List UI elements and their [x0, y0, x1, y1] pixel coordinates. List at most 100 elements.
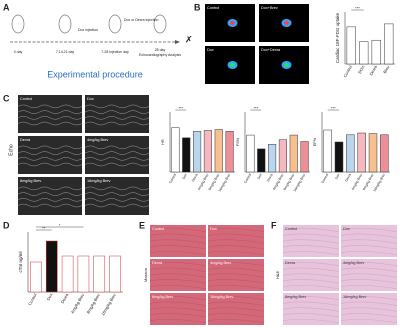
image-label: 8mg/kg Brev: [20, 179, 41, 183]
tissue-fiber: [149, 239, 207, 244]
image-label: Dox: [343, 227, 350, 231]
tissue-fiber: [340, 227, 398, 233]
echo-trace: [17, 104, 83, 109]
tissue-fiber: [149, 273, 207, 278]
image-panel: [85, 177, 149, 215]
echo-trace: [84, 203, 150, 208]
echo-trace: [84, 198, 150, 202]
echo-trace: [84, 192, 150, 196]
x-tick-label: 4mg/kg Brev: [70, 293, 86, 315]
time-label: 7,14,21 day: [56, 50, 75, 54]
tissue-fiber: [149, 227, 207, 233]
tissue-fiber: [282, 284, 340, 290]
tissue-fiber: [340, 284, 398, 290]
image-label: 8mg/kg Brev: [152, 295, 173, 299]
tissue-fiber: [149, 313, 207, 318]
tissue-fiber: [149, 307, 207, 312]
echo-trace: [84, 162, 150, 167]
time-label: 0 day: [14, 50, 23, 54]
image-label: Control: [20, 97, 32, 101]
image-panel: [18, 177, 82, 215]
image-label: Control: [285, 227, 297, 231]
echo-trace: [84, 151, 150, 155]
image-panel: [18, 136, 82, 174]
x-tick-label: Dexra: [60, 292, 70, 304]
tissue-fiber: [149, 301, 207, 306]
tissue-fiber: [149, 250, 207, 256]
image-label: 16mg/kg Brev: [343, 295, 367, 299]
echo-trace: [84, 110, 150, 114]
tissue-fiber: [207, 313, 265, 318]
tissue-fiber: [282, 295, 340, 301]
y-axis-label: cTnI ng/ml: [18, 251, 23, 272]
echo-trace: [17, 203, 83, 208]
echo-trace: [17, 192, 83, 196]
tissue-fiber: [149, 318, 207, 324]
y-axis-label: Cardiac 18F-FDG uptake: [335, 12, 340, 63]
image-label: Dox: [87, 97, 94, 101]
panel-letter: B: [194, 2, 201, 12]
bar: [182, 137, 191, 173]
tissue-fiber: [207, 295, 265, 301]
bar: [289, 134, 298, 173]
time-label: 28 day: [155, 48, 166, 52]
tissue-fiber: [340, 279, 398, 284]
pet-signal: [284, 21, 289, 25]
significance: *: [59, 223, 61, 228]
bar: [334, 141, 344, 173]
x-tick-label: 16mg/kg Brev: [372, 173, 386, 193]
bar: [93, 255, 106, 293]
tissue-fiber: [282, 318, 340, 324]
pet-signal: [230, 63, 235, 67]
tissue-fiber: [282, 227, 340, 233]
bar: [278, 139, 287, 173]
x-tick-label: Dexra: [368, 64, 378, 76]
x-tick-label: Control: [243, 173, 252, 184]
x-tick-label: Dox: [334, 173, 341, 180]
tissue-fiber: [207, 318, 265, 324]
image-label: Dox: [207, 48, 214, 52]
bar: [246, 134, 255, 173]
tissue-fiber: [207, 250, 265, 256]
x-tick-label: Control: [342, 64, 353, 78]
echo-trace: [17, 116, 83, 120]
image-label: 4mg/kg Brev: [343, 261, 364, 265]
image-label: 8mg/kg Brev: [285, 295, 306, 299]
significance: ***: [253, 106, 258, 111]
tissue-fiber: [340, 307, 398, 312]
tissue-fiber: [340, 273, 398, 278]
significance: ***: [178, 106, 183, 111]
bar: [203, 130, 212, 173]
timeline-arrow: [175, 40, 180, 44]
image-label: Control: [207, 6, 219, 10]
x-tick-label: Dexra: [344, 173, 352, 183]
tissue-fiber: [149, 267, 207, 272]
time-label: Echocardiography Analysis: [139, 53, 181, 57]
panel-letter: C: [3, 93, 10, 103]
tissue-fiber: [207, 233, 265, 238]
image-panel: [85, 136, 149, 174]
bar: [346, 26, 356, 65]
image-label: Control: [152, 227, 164, 231]
echo-trace: [17, 198, 83, 202]
tissue-fiber: [340, 267, 398, 272]
tissue-fiber: [282, 301, 340, 306]
panel-letter: E: [139, 220, 145, 230]
x-tick-label: 16mg/kg Brev: [100, 293, 117, 317]
tissue-fiber: [340, 318, 398, 324]
tissue-fiber: [207, 301, 265, 306]
bar: [77, 255, 90, 293]
bar: [109, 255, 121, 293]
image-label: Dox+Dexra: [261, 48, 281, 52]
tissue-fiber: [149, 284, 207, 290]
image-label: 4mg/kg Brev: [87, 138, 108, 142]
tissue-fiber: [340, 239, 398, 244]
pet-signal: [230, 21, 235, 25]
tissue-fiber: [340, 233, 398, 238]
side-label: Masson: [143, 268, 148, 282]
bar: [171, 127, 180, 173]
echo-trace: [84, 157, 150, 161]
bar: [300, 141, 309, 173]
event-label: Dox or Dexra injection: [124, 18, 158, 22]
